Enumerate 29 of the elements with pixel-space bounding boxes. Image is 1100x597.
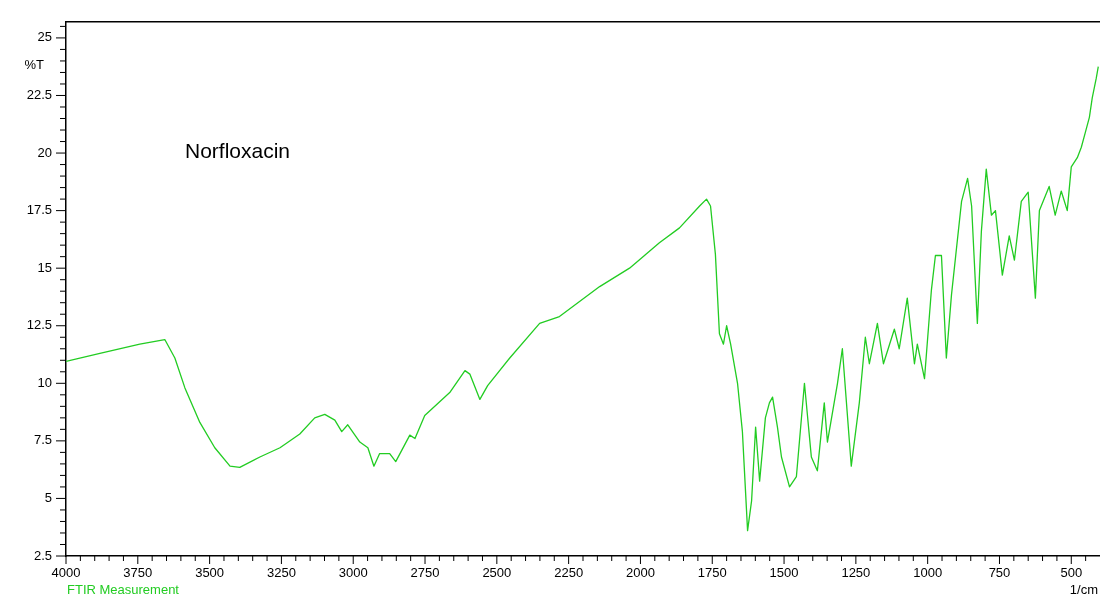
y-tick-label: 22.5 <box>26 87 52 103</box>
x-tick-label: 2750 <box>410 565 440 581</box>
x-tick-label: 2000 <box>625 565 655 581</box>
x-tick-label: 2250 <box>554 565 584 581</box>
y-tick-label: 17.5 <box>26 202 52 218</box>
y-tick-label: 12.5 <box>26 317 52 333</box>
y-tick-label: 15 <box>37 259 52 275</box>
text: FTIR Measurement <box>67 582 180 597</box>
y-tick-label: 25 <box>37 29 52 45</box>
x-tick-label: 3000 <box>338 565 368 581</box>
x-tick-label: 1250 <box>841 565 871 581</box>
x-tick-label: 1500 <box>769 565 799 581</box>
y-tick-label: 5 <box>44 490 52 506</box>
x-tick-label: 500 <box>1060 565 1083 581</box>
x-tick-label: 1000 <box>913 565 943 581</box>
y-tick-label: 20 <box>37 144 52 160</box>
x-axis-title: 1/cm <box>1069 582 1098 597</box>
y-tick-label: 2.5 <box>33 547 52 563</box>
text: Norfloxacin <box>185 138 291 162</box>
x-tick-label: 2500 <box>482 565 512 581</box>
x-tick-label: 1750 <box>697 565 727 581</box>
x-tick-label: 3750 <box>123 565 153 581</box>
x-tick-label: 750 <box>988 565 1011 581</box>
y-tick-label: 7.5 <box>33 432 52 448</box>
x-tick-label: 4000 <box>51 565 81 581</box>
x-tick-label: 3500 <box>195 565 225 581</box>
y-tick-label: 10 <box>37 374 52 390</box>
x-tick-label: 3250 <box>266 565 296 581</box>
y-axis-title: %T <box>24 57 45 73</box>
